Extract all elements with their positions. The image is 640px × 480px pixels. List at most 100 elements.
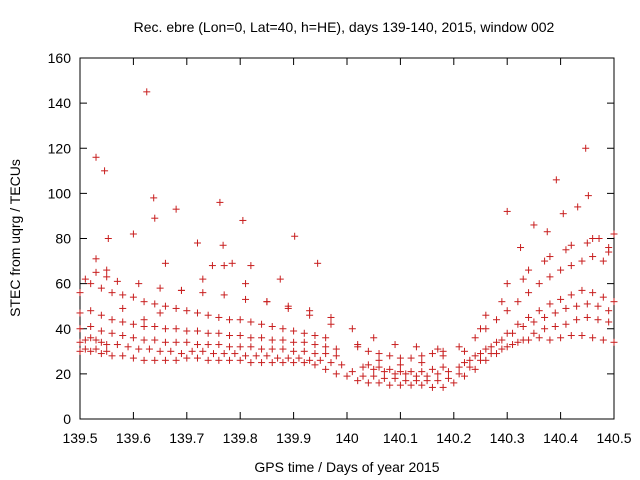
x-tick-label: 140 bbox=[335, 430, 359, 446]
data-point bbox=[359, 363, 367, 371]
data-point bbox=[439, 363, 447, 371]
data-point bbox=[343, 372, 351, 380]
data-point bbox=[226, 316, 234, 324]
data-point bbox=[514, 298, 522, 306]
data-point bbox=[268, 336, 276, 344]
data-point bbox=[599, 257, 607, 265]
data-point bbox=[396, 361, 404, 369]
data-point bbox=[594, 316, 602, 324]
data-point bbox=[156, 347, 164, 355]
y-tick-label: 20 bbox=[55, 366, 71, 382]
data-point bbox=[220, 291, 228, 299]
data-point bbox=[396, 354, 404, 362]
data-point bbox=[151, 322, 159, 330]
data-point bbox=[599, 293, 607, 301]
data-point bbox=[503, 307, 511, 315]
data-point bbox=[311, 332, 319, 340]
data-point bbox=[498, 345, 506, 353]
data-point bbox=[268, 322, 276, 330]
data-point bbox=[487, 350, 495, 358]
data-point bbox=[530, 329, 538, 337]
data-point bbox=[290, 347, 298, 355]
data-point bbox=[535, 334, 543, 342]
data-point bbox=[525, 266, 533, 274]
data-point bbox=[276, 275, 284, 283]
data-point bbox=[503, 343, 511, 351]
x-tick-label: 139.9 bbox=[276, 430, 311, 446]
data-point bbox=[140, 322, 148, 330]
data-point bbox=[204, 341, 212, 349]
data-point bbox=[247, 262, 255, 270]
data-point bbox=[322, 365, 330, 373]
data-point bbox=[119, 332, 127, 340]
y-tick-label: 60 bbox=[55, 276, 71, 292]
x-tick-label: 139.8 bbox=[223, 430, 258, 446]
data-point bbox=[81, 275, 89, 283]
data-point bbox=[386, 365, 394, 373]
data-point bbox=[418, 359, 426, 367]
data-point bbox=[87, 347, 95, 355]
data-point bbox=[252, 352, 260, 360]
data-point bbox=[210, 350, 217, 358]
data-point bbox=[498, 336, 506, 344]
data-point bbox=[338, 361, 346, 369]
data-point bbox=[97, 311, 105, 319]
data-point bbox=[471, 352, 479, 360]
data-point bbox=[172, 304, 180, 312]
data-point bbox=[332, 345, 340, 353]
data-point bbox=[300, 347, 308, 355]
data-point bbox=[108, 329, 116, 337]
data-point bbox=[348, 368, 356, 376]
y-axis-label: STEC from uqrg / TECUs bbox=[7, 159, 23, 317]
data-point bbox=[589, 289, 597, 297]
data-point bbox=[370, 365, 378, 373]
data-point bbox=[151, 300, 159, 308]
data-point bbox=[247, 334, 255, 342]
data-point bbox=[119, 318, 127, 326]
data-point bbox=[300, 338, 308, 346]
data-point bbox=[584, 192, 592, 200]
data-point bbox=[578, 257, 586, 265]
data-point bbox=[460, 372, 468, 380]
data-point bbox=[423, 372, 431, 380]
data-point bbox=[92, 153, 100, 161]
data-point bbox=[290, 359, 298, 367]
data-point bbox=[247, 318, 255, 326]
data-point bbox=[327, 320, 335, 328]
data-point bbox=[557, 334, 565, 342]
data-point bbox=[188, 347, 196, 355]
data-point bbox=[428, 365, 436, 373]
data-point bbox=[183, 327, 191, 335]
data-point bbox=[87, 334, 95, 342]
data-point bbox=[172, 325, 180, 333]
data-point bbox=[226, 343, 234, 351]
data-point bbox=[199, 275, 207, 283]
x-tick-label: 139.7 bbox=[169, 430, 204, 446]
data-point bbox=[76, 325, 84, 333]
data-point bbox=[119, 352, 127, 360]
data-point bbox=[322, 343, 330, 351]
data-point bbox=[113, 277, 121, 285]
data-point bbox=[113, 341, 121, 349]
data-point bbox=[574, 203, 582, 211]
data-point bbox=[177, 286, 185, 294]
data-point bbox=[97, 284, 105, 292]
data-point bbox=[231, 350, 239, 358]
data-point bbox=[412, 372, 420, 380]
data-point bbox=[541, 313, 549, 321]
data-point bbox=[215, 341, 223, 349]
data-point bbox=[151, 214, 159, 222]
data-point bbox=[216, 198, 224, 206]
data-point bbox=[519, 336, 527, 344]
data-point bbox=[97, 338, 105, 346]
data-point bbox=[412, 343, 420, 351]
data-point bbox=[535, 307, 543, 315]
data-point bbox=[258, 320, 266, 328]
data-point bbox=[311, 361, 319, 369]
data-point bbox=[279, 345, 287, 353]
data-point bbox=[140, 298, 148, 306]
data-point bbox=[97, 350, 105, 358]
data-point bbox=[541, 257, 549, 265]
data-point bbox=[444, 374, 452, 382]
data-point bbox=[562, 304, 570, 312]
